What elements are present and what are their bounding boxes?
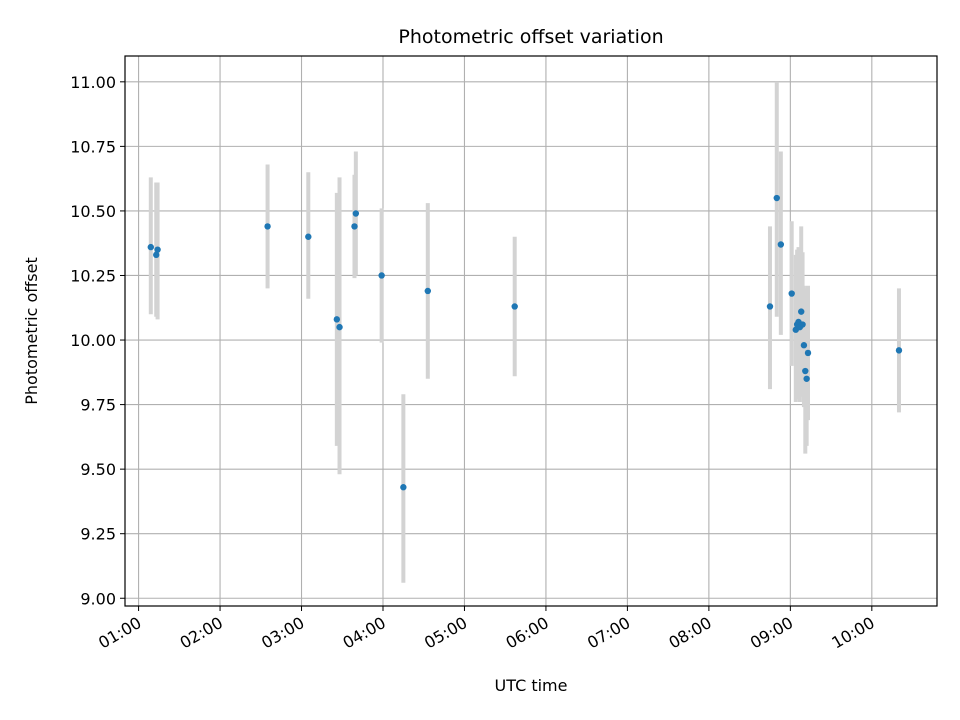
plot-background: [125, 56, 937, 606]
y-tick-label: 10.75: [70, 137, 116, 156]
y-tick-label: 10.00: [70, 331, 116, 350]
data-point: [424, 287, 432, 295]
data-point: [788, 290, 795, 297]
chart-title: Photometric offset variation: [398, 26, 663, 48]
data-point: [800, 342, 808, 349]
data-point: [400, 484, 407, 491]
grid: [125, 56, 937, 606]
data-point: [511, 303, 518, 310]
y-tick-label: 11.00: [70, 73, 116, 92]
data-point: [773, 194, 780, 202]
data-point: [803, 375, 810, 382]
plot-frame: [124, 55, 938, 607]
data-point: [766, 303, 774, 310]
data-point: [351, 223, 358, 230]
data-point: [264, 223, 271, 230]
data-point: [153, 251, 160, 259]
y-tick-label: 10.50: [70, 202, 116, 221]
y-tick-label: 10.25: [70, 266, 116, 285]
data-point: [799, 321, 806, 328]
data-point: [154, 246, 161, 253]
data-point: [378, 272, 385, 279]
y-tick-label: 9.50: [80, 460, 116, 479]
data-point: [147, 243, 154, 251]
y-axis-label: Photometric offset: [22, 257, 41, 405]
data-point: [804, 349, 812, 357]
data-point: [802, 367, 809, 375]
data-point: [305, 233, 312, 240]
data-point: [798, 308, 805, 315]
data-point: [336, 323, 343, 331]
y-tick-label: 9.00: [80, 589, 116, 608]
data-point: [895, 347, 903, 354]
y-axis: 9.00 9.25 9.50 9.75 10.00 10.25 10.50 10.75 11.0…: [70, 73, 125, 608]
y-tick-label: 9.75: [80, 396, 116, 415]
data-point: [333, 316, 341, 323]
x-axis-label: UTC time: [495, 676, 568, 695]
y-tick-label: 9.25: [80, 525, 116, 544]
data-point: [352, 210, 360, 217]
data-points: [147, 194, 903, 491]
data-point: [777, 241, 785, 248]
